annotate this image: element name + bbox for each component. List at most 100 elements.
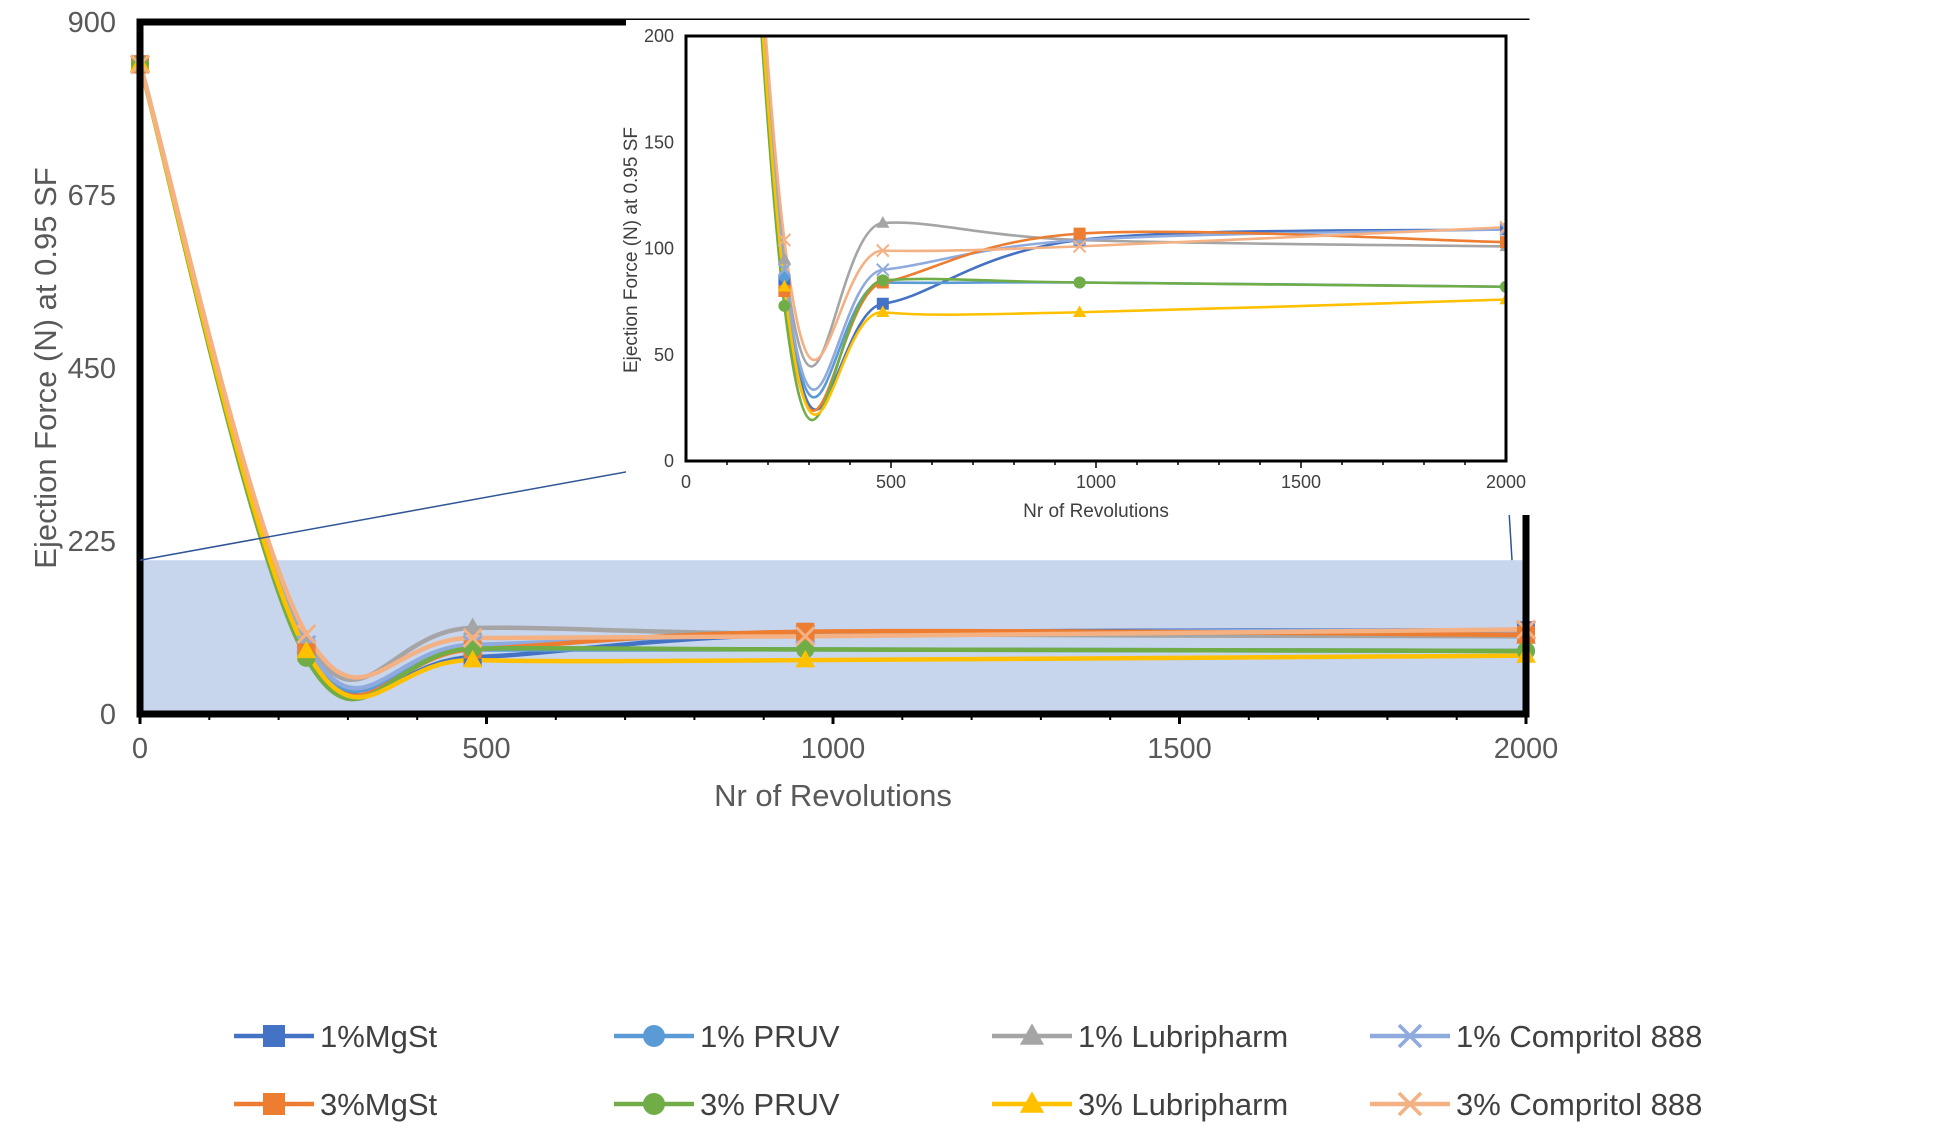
inset-data-point-s7-1 [777,233,792,247]
data-point-s6-2 [462,649,483,668]
inset-data-point-s4-4 [1500,236,1506,249]
legend-label: 1% PRUV [700,1019,840,1054]
data-point-s6-1 [296,640,317,659]
marker-x-stroke [462,627,483,648]
inset-x-tick-label: 0 [681,472,691,492]
legend-marker [1019,1023,1045,1045]
legend-item-3: 1% Compritol 888 [1370,1019,1702,1054]
inset-x-tick-label: 2000 [1486,472,1526,492]
marker-x-stroke [777,263,792,277]
inset-y-axis-title: Ejection Force (N) at 0.95 SF [621,127,642,373]
y-tick-label: 450 [68,353,116,385]
inset-x-tick-label: 1000 [1076,472,1116,492]
inset-series-line-4 [761,36,1506,412]
marker-x-stroke [1397,1023,1423,1049]
inset-data-point-s6-2 [876,305,890,318]
inset-data-point-s2-1 [777,252,791,264]
legend-label: 3% PRUV [700,1087,840,1122]
legend-marker [1397,1023,1423,1049]
marker-x-stroke [1072,239,1087,254]
marker-x-stroke [777,233,792,247]
inset-data-point-s2-4 [1499,239,1506,252]
inset-y-tick-label: 150 [644,132,674,152]
legend-item-7: 3% Compritol 888 [1370,1087,1702,1122]
inset-data-point-s5-2 [876,274,889,287]
data-point-s5-3 [796,640,815,659]
inset-series-line-7 [764,36,1506,362]
legend-item-0: 1%MgSt [234,1019,438,1054]
inset-data-point-s7-2 [876,243,890,258]
x-tick-label: 500 [462,733,510,765]
inset-series-line-3 [762,36,1506,391]
inset-data-point-s5-3 [1073,276,1086,289]
legend-item-1: 1% PRUV [614,1019,840,1054]
inset-data-point-s2-2 [876,216,890,228]
inset-data-point-s3-2 [876,263,890,277]
inset-data-point-s3-4 [1499,222,1506,237]
legend-marker [263,1093,285,1115]
data-point-s2-2 [462,617,483,636]
inset-x-tick-label: 1500 [1281,472,1321,492]
inset-background [626,20,1546,515]
y-tick-label: 675 [68,180,116,212]
data-point-s7-1 [296,623,317,645]
inset-data-point-s7-3 [1072,239,1087,254]
marker-x-stroke [876,243,890,258]
data-point-s4-3 [796,622,815,641]
legend-marker [1397,1091,1423,1117]
x-tick-label: 1500 [1147,733,1212,765]
legend-item-2: 1% Lubripharm [992,1019,1288,1054]
legend-item-6: 3% Lubripharm [992,1087,1288,1122]
inset-series-line-0 [762,36,1506,411]
legend: 1%MgSt 1% PRUV 1% Lubripharm 1% Compritol 8… [234,1019,1702,1122]
marker-x-stroke [296,623,317,645]
legend-item-5: 3% PRUV [614,1087,840,1122]
inset-data-point-s7-4 [1499,220,1506,234]
y-tick-label: 225 [68,526,116,558]
data-point-s6-3 [795,649,816,668]
inset-data-point-s6-3 [1073,305,1087,318]
legend-marker [643,1025,665,1047]
inset-y-tick-label: 0 [664,451,674,471]
legend-item-4: 3%MgSt [234,1087,438,1122]
x-axis-title: Nr of Revolutions [714,778,952,813]
y-tick-label: 0 [100,699,116,731]
inset-x-axis-title: Nr of Revolutions [1023,501,1169,522]
data-point-s7-3 [795,626,816,647]
inset-data-point-s6-4 [1499,292,1506,305]
legend-marker [1019,1091,1045,1113]
zoom-connector-left [139,460,687,561]
x-tick-label: 0 [132,733,148,765]
inset-data-point-s3-1 [777,263,792,277]
inset-data-point-s6-1 [777,279,791,292]
legend-label: 1%MgSt [320,1019,438,1054]
inset-y-tick-label: 200 [644,26,674,46]
y-axis-title: Ejection Force (N) at 0.95 SF [28,167,63,568]
marker-x-stroke [1397,1091,1423,1117]
legend-label: 3%MgSt [320,1087,438,1122]
inset-data-point-s0-2 [876,297,889,310]
legend-label: 3% Compritol 888 [1456,1087,1702,1122]
marker-x-stroke [795,626,816,647]
inset-data-point-s4-3 [1073,227,1086,240]
inset-x-tick-label: 500 [876,472,906,492]
y-tick-label: 900 [68,7,116,39]
inset-data-point-s5-1 [778,299,791,312]
x-tick-label: 1000 [801,733,866,765]
legend-label: 3% Lubripharm [1078,1087,1288,1122]
marker-x-stroke [1499,222,1506,231]
legend-marker [643,1093,665,1115]
marker-x-stroke [1499,220,1506,229]
legend-marker [263,1025,285,1047]
data-point-s7-2 [462,627,483,648]
marker-x-stroke [1499,225,1506,234]
marker-x-stroke [1499,227,1506,237]
marker-x-stroke [876,263,890,277]
inset-y-tick-label: 100 [644,239,674,259]
inset-series-line-6 [761,36,1506,416]
legend-label: 1% Compritol 888 [1456,1019,1702,1054]
